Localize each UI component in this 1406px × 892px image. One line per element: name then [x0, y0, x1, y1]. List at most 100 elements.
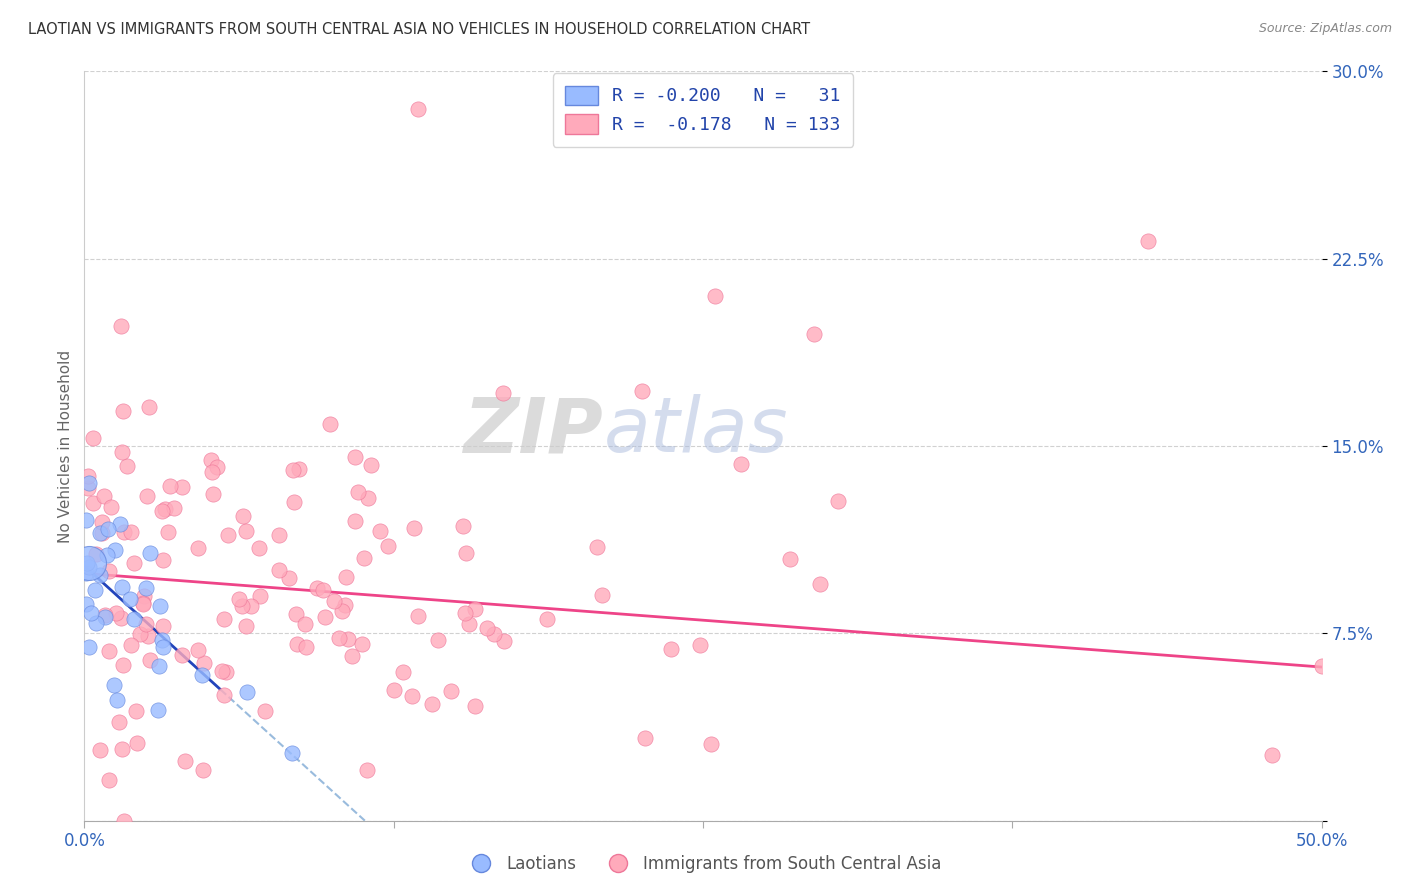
- Point: [439, 684, 461, 698]
- Point: [150, 633, 173, 648]
- Point: [97, 522, 120, 536]
- Point: [343, 450, 366, 464]
- Point: [295, 640, 318, 654]
- Point: [191, 668, 214, 682]
- Point: [115, 458, 138, 473]
- Point: [700, 737, 723, 751]
- Point: [152, 640, 174, 655]
- Point: [110, 319, 132, 334]
- Point: [201, 466, 224, 480]
- Point: [377, 539, 399, 553]
- Point: [249, 541, 271, 555]
- Point: [1310, 658, 1333, 673]
- Point: [159, 479, 181, 493]
- Point: [93, 608, 115, 623]
- Point: [427, 632, 450, 647]
- Point: [492, 386, 515, 401]
- Point: [536, 612, 558, 626]
- Point: [458, 617, 481, 632]
- Point: [215, 665, 238, 679]
- Point: [122, 611, 145, 625]
- Point: [187, 643, 209, 657]
- Point: [328, 632, 350, 646]
- Point: [77, 640, 100, 654]
- Point: [357, 491, 380, 505]
- Point: [98, 564, 121, 578]
- Point: [110, 444, 132, 458]
- Point: [360, 458, 382, 473]
- Point: [82, 431, 104, 445]
- Point: [139, 546, 162, 560]
- Point: [451, 519, 474, 533]
- Point: [333, 598, 356, 612]
- Point: [217, 528, 239, 542]
- Point: [100, 500, 122, 514]
- Point: [231, 599, 253, 613]
- Point: [89, 743, 111, 757]
- Point: [287, 462, 309, 476]
- Point: [110, 581, 132, 595]
- Point: [704, 289, 727, 303]
- Point: [163, 501, 186, 516]
- Point: [235, 619, 257, 633]
- Point: [454, 606, 477, 620]
- Point: [98, 644, 121, 658]
- Point: [368, 524, 391, 538]
- Point: [494, 634, 516, 648]
- Point: [205, 459, 228, 474]
- Point: [132, 596, 155, 610]
- Point: [347, 484, 370, 499]
- Point: [392, 665, 415, 680]
- Point: [146, 703, 169, 717]
- Point: [319, 417, 342, 431]
- Point: [779, 552, 801, 566]
- Point: [107, 714, 129, 729]
- Point: [212, 612, 235, 626]
- Text: atlas: atlas: [605, 394, 789, 468]
- Point: [187, 541, 209, 555]
- Point: [634, 731, 657, 745]
- Point: [312, 583, 335, 598]
- Y-axis label: No Vehicles in Household: No Vehicles in Household: [58, 350, 73, 542]
- Point: [340, 649, 363, 664]
- Point: [464, 602, 486, 616]
- Point: [110, 516, 132, 531]
- Point: [103, 678, 125, 692]
- Point: [105, 607, 128, 621]
- Point: [477, 621, 499, 635]
- Point: [127, 735, 149, 749]
- Point: [76, 469, 98, 483]
- Point: [135, 489, 157, 503]
- Point: [353, 551, 375, 566]
- Text: Source: ZipAtlas.com: Source: ZipAtlas.com: [1258, 22, 1392, 36]
- Point: [120, 591, 142, 606]
- Point: [408, 102, 430, 116]
- Point: [404, 521, 426, 535]
- Point: [152, 618, 174, 632]
- Point: [76, 557, 98, 571]
- Point: [104, 543, 127, 558]
- Point: [454, 546, 477, 560]
- Point: [89, 568, 111, 582]
- Text: LAOTIAN VS IMMIGRANTS FROM SOUTH CENTRAL ASIA NO VEHICLES IN HOUSEHOLD CORRELATI: LAOTIAN VS IMMIGRANTS FROM SOUTH CENTRAL…: [28, 22, 810, 37]
- Point: [356, 764, 378, 778]
- Point: [232, 508, 254, 523]
- Point: [382, 682, 405, 697]
- Point: [689, 638, 711, 652]
- Legend: R = -0.200   N =   31, R =  -0.178   N = 133: R = -0.200 N = 31, R = -0.178 N = 133: [553, 73, 853, 147]
- Point: [285, 637, 308, 651]
- Point: [659, 642, 682, 657]
- Point: [173, 755, 195, 769]
- Point: [406, 609, 429, 624]
- Point: [343, 514, 366, 528]
- Point: [153, 502, 176, 516]
- Point: [269, 528, 291, 542]
- Point: [77, 560, 100, 574]
- Point: [323, 594, 346, 608]
- Point: [111, 741, 134, 756]
- Point: [80, 607, 103, 621]
- Point: [827, 494, 849, 508]
- Point: [464, 698, 486, 713]
- Point: [330, 604, 353, 618]
- Point: [84, 547, 107, 561]
